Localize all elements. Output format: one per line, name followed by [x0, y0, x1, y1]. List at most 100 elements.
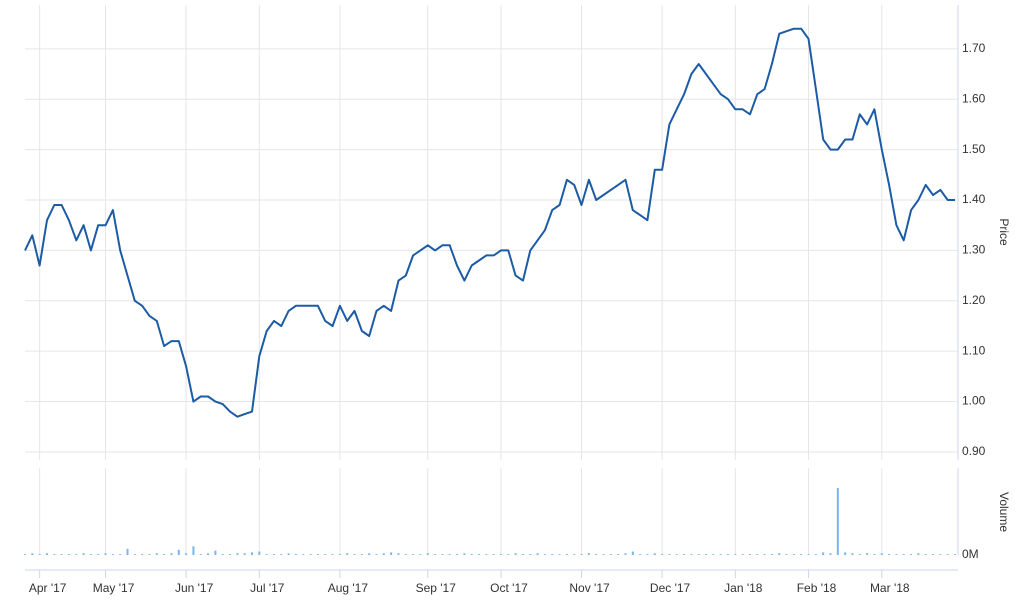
volume-bar	[946, 554, 949, 555]
volume-bar	[287, 553, 290, 555]
x-tick-label: Mar '18	[870, 581, 910, 595]
volume-bar	[214, 550, 217, 555]
y-tick-label: 1.10	[962, 343, 986, 357]
volume-bar	[331, 554, 334, 555]
volume-bar	[880, 553, 883, 555]
volume-bar	[67, 554, 70, 555]
volume-bar	[177, 549, 180, 555]
volume-bar	[38, 554, 41, 555]
volume-bar	[111, 554, 114, 555]
x-tick-label: May '17	[93, 581, 135, 595]
volume-bar	[324, 554, 327, 555]
volume-bar	[375, 554, 378, 555]
volume-bar	[617, 554, 620, 555]
volume-bar	[397, 553, 400, 555]
price-axis-title: Price	[997, 218, 1011, 246]
volume-bar	[675, 554, 678, 555]
volume-bar	[631, 551, 634, 555]
volume-bar	[778, 553, 781, 555]
volume-bar	[60, 554, 63, 555]
y-tick-label: 0M	[962, 547, 979, 561]
volume-bar	[294, 554, 297, 555]
volume-bar	[661, 554, 664, 555]
volume-bar	[207, 553, 210, 555]
y-tick-label: 1.40	[962, 192, 986, 206]
volume-bar	[419, 554, 422, 555]
volume-bar	[807, 554, 810, 555]
volume-bar	[478, 554, 481, 555]
volume-bar	[368, 553, 371, 555]
volume-bar	[858, 554, 861, 555]
volume-bar	[910, 554, 913, 555]
volume-bar	[844, 552, 847, 555]
volume-axis-title: Volume	[997, 492, 1011, 532]
volume-bar	[741, 554, 744, 555]
volume-bar	[346, 553, 349, 555]
x-tick-label: Jan '18	[724, 581, 763, 595]
volume-bar	[851, 553, 854, 555]
volume-bar	[53, 554, 56, 555]
x-tick-label: Feb '18	[797, 581, 837, 595]
volume-bar	[602, 554, 605, 555]
x-tick-label: Sep '17	[416, 581, 457, 595]
volume-bar	[221, 554, 224, 555]
volume-bar	[814, 554, 817, 555]
volume-bar	[404, 554, 407, 555]
y-tick-label: 1.20	[962, 293, 986, 307]
volume-bar	[104, 553, 107, 555]
price-line	[24, 27, 955, 418]
volume-bar	[243, 553, 246, 555]
volume-bar	[390, 552, 393, 555]
volume-bar	[954, 554, 956, 555]
volume-bar	[148, 554, 151, 555]
volume-bar	[529, 554, 532, 555]
volume-bar	[119, 554, 122, 555]
y-tick-label: 1.50	[962, 142, 986, 156]
volume-bar	[558, 554, 561, 555]
volume-bar	[822, 552, 825, 555]
volume-bar	[229, 554, 232, 555]
volume-bar	[653, 553, 656, 555]
volume-bar	[89, 554, 92, 555]
volume-bar	[126, 548, 129, 555]
volume-bar	[888, 554, 891, 555]
volume-bar	[902, 554, 905, 555]
volume-bar	[170, 553, 173, 555]
volume-bar	[873, 554, 876, 555]
volume-bar	[866, 553, 869, 555]
x-tick-label: Dec '17	[650, 581, 691, 595]
volume-bar	[470, 554, 473, 555]
volume-bar	[683, 554, 686, 555]
volume-bar	[82, 553, 85, 555]
volume-bar	[770, 554, 773, 555]
volume-bar	[448, 554, 451, 555]
volume-bar	[829, 553, 832, 555]
volume-bar	[272, 554, 275, 555]
y-tick-label: 1.30	[962, 243, 986, 257]
x-tick-label: Jun '17	[175, 581, 214, 595]
volume-bar	[836, 488, 839, 555]
volume-bar	[141, 554, 144, 555]
volume-bar	[595, 554, 598, 555]
y-tick-label: 1.00	[962, 394, 986, 408]
volume-bar	[382, 553, 385, 555]
volume-bar	[756, 554, 759, 555]
volume-bar	[463, 553, 466, 555]
volume-bar	[492, 554, 495, 555]
volume-bar	[609, 554, 612, 555]
volume-bar	[719, 554, 722, 555]
x-tick-label: Oct '17	[490, 581, 528, 595]
volume-bar	[499, 554, 502, 555]
y-tick-label: 1.70	[962, 41, 986, 55]
volume-bar	[353, 554, 356, 555]
volume-bar	[580, 554, 583, 555]
volume-bar	[302, 554, 305, 555]
x-tick-label: Nov '17	[569, 581, 610, 595]
volume-bar	[939, 554, 942, 555]
volume-bar	[624, 553, 627, 555]
volume-bar	[155, 553, 158, 555]
volume-bar	[360, 554, 363, 555]
volume-bar	[316, 554, 319, 555]
volume-bar	[573, 554, 576, 555]
